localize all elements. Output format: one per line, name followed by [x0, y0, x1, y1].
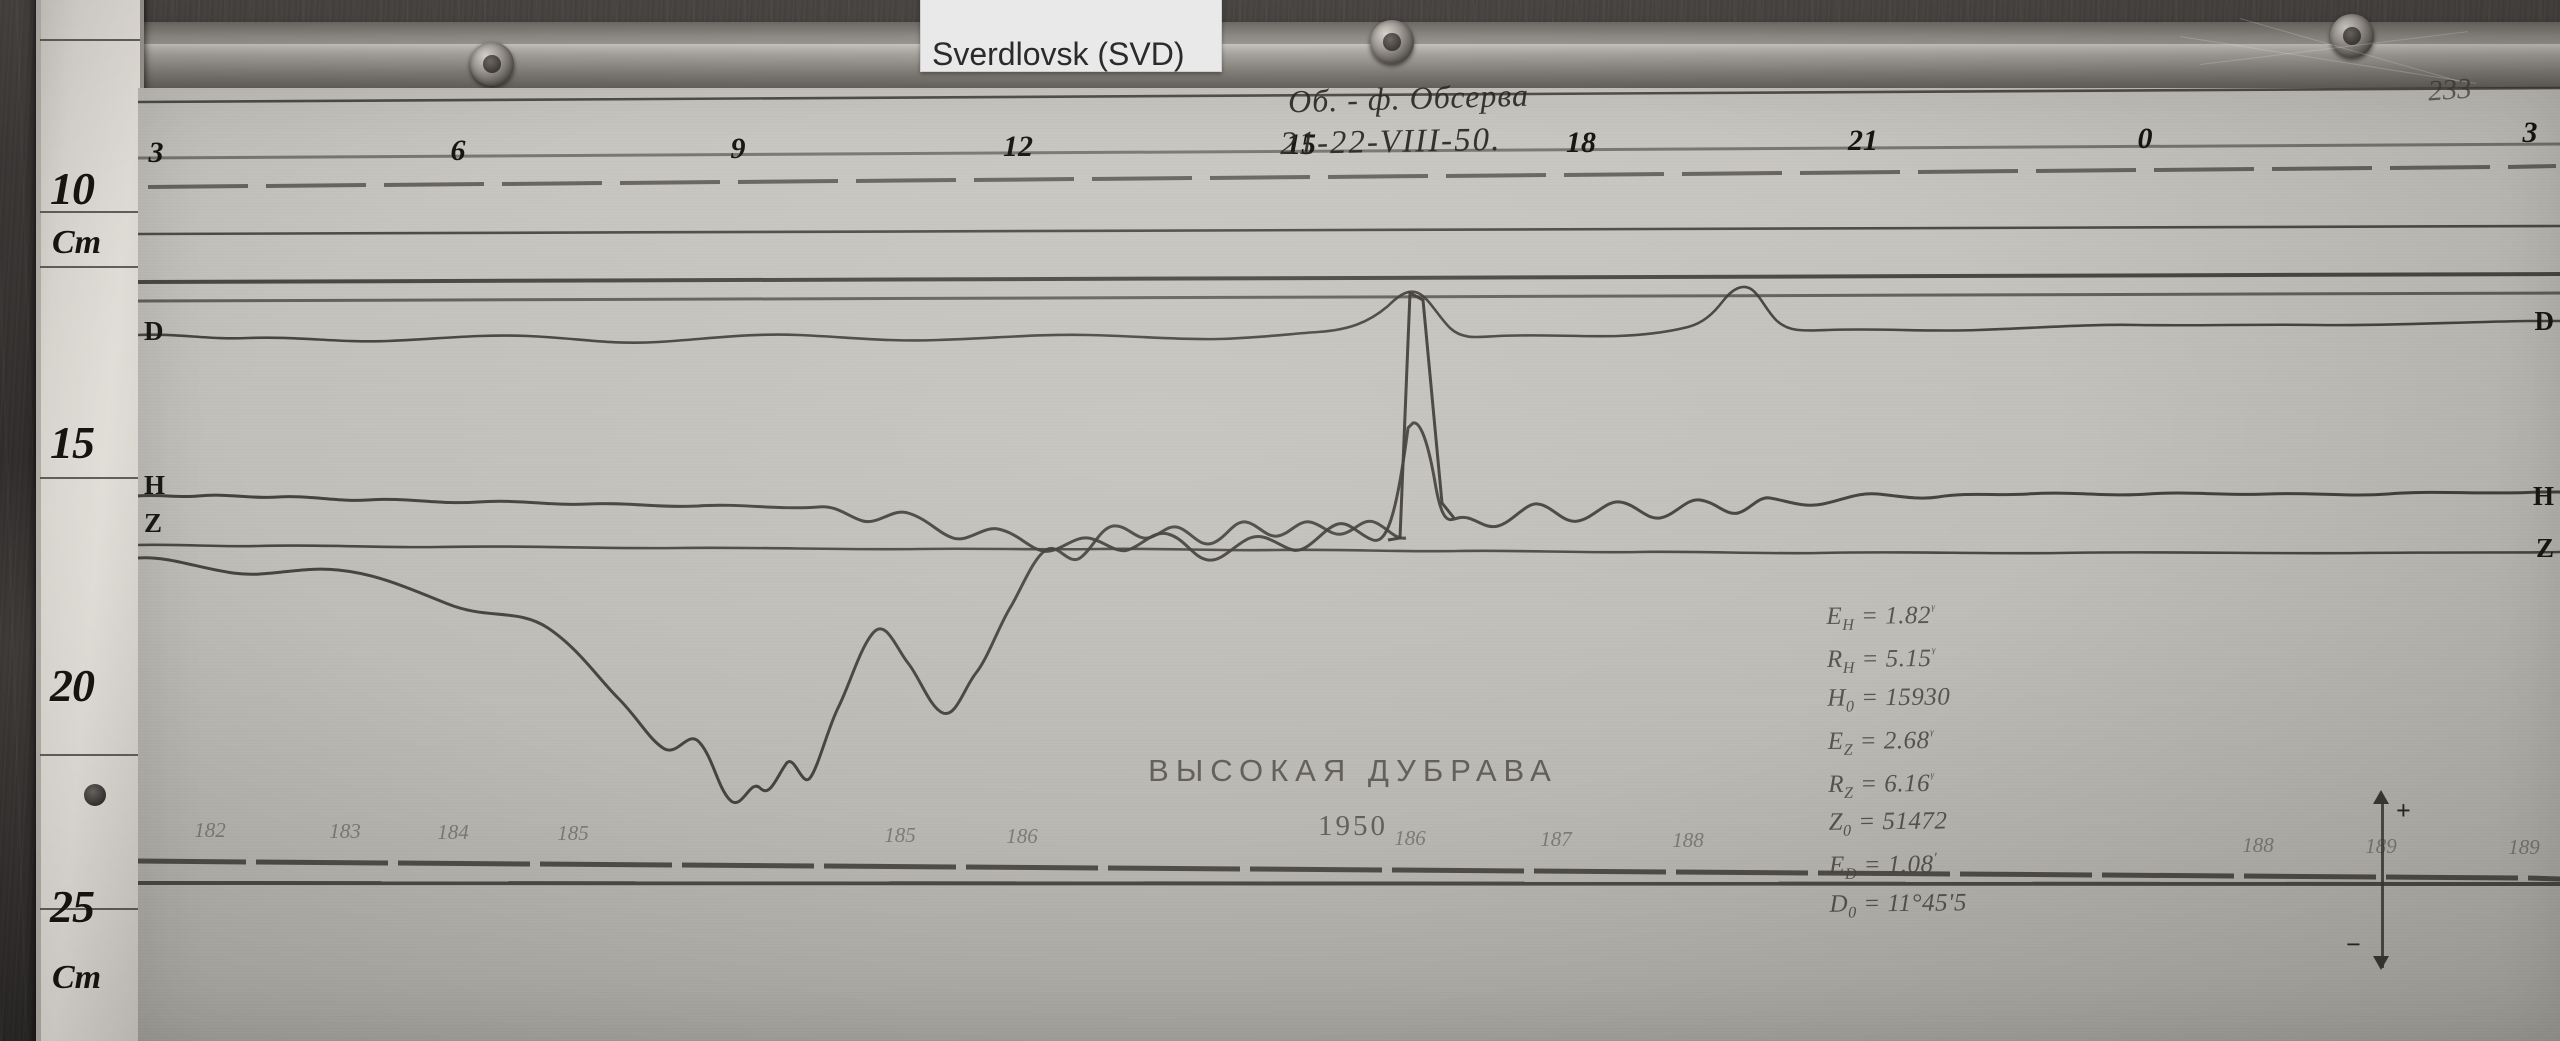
- station-title: ВЫСОКАЯ ДУБРАВА: [1148, 753, 1558, 789]
- screw-icon: [2330, 14, 2374, 58]
- ruler-tick: [40, 39, 140, 41]
- measuring-ruler: 5 10 Cm 15 20 25 Cm: [36, 0, 144, 1041]
- metal-glass-bar: [120, 22, 2560, 94]
- ruler-tick: [40, 908, 140, 910]
- ruler-hole-icon: [84, 784, 106, 806]
- trace-H: [138, 88, 2560, 1041]
- trace-start-label-H: H: [144, 470, 165, 501]
- scale-label: 184: [437, 820, 469, 845]
- chart-frame-lines: [138, 88, 2560, 1041]
- ruler-tick: [40, 266, 140, 268]
- hour-label-21: 21: [1848, 124, 1878, 158]
- screw-icon: [470, 42, 514, 86]
- scale-label: 186: [1006, 824, 1038, 849]
- trace-end-label-H: H: [2533, 481, 2554, 512]
- trace-start-label-D: D: [144, 316, 164, 347]
- trace-start-label-Z: Z: [144, 508, 162, 539]
- scale-label: 187: [1540, 827, 1572, 852]
- hour-label-3-end: 3: [2523, 116, 2538, 150]
- trace-H-disturbance: [138, 88, 2560, 1041]
- magnetogram-chart-sheet: 3 6 9 12 15 18 21 0 3 182 183 184 185 18…: [137, 73, 2560, 1041]
- ruler-left-edge: [36, 0, 41, 1041]
- polarity-plus-label: +: [2396, 796, 2411, 826]
- scale-label: 189: [2508, 835, 2540, 860]
- scale-label: 188: [1672, 828, 1704, 853]
- hour-label-9: 9: [731, 132, 746, 166]
- scale-label: 182: [194, 818, 226, 843]
- polarity-minus-label: −: [2346, 930, 2361, 960]
- hour-label-15: 15: [1286, 128, 1316, 162]
- bottom-tick-row: [137, 858, 2560, 882]
- scale-label: 186: [1394, 826, 1426, 851]
- bar-highlight: [120, 43, 2560, 54]
- ruler-mark-20: 20: [50, 659, 95, 712]
- ruler-mark-10: 10: [50, 162, 95, 215]
- trace-end-label-D: D: [2535, 306, 2555, 337]
- ruler-mark-15: 15: [50, 416, 95, 469]
- scale-label: 183: [329, 819, 361, 844]
- ruler-mark-5: 5: [50, 0, 73, 7]
- ruler-mark-25: 25: [50, 880, 95, 933]
- scale-label: 185: [884, 823, 916, 848]
- station-overlay-label: Sverdlovsk (SVD): [932, 36, 1185, 72]
- scale-label: 185: [557, 821, 589, 846]
- hour-label-3: 3: [149, 136, 164, 170]
- trace-end-label-Z: Z: [2536, 533, 2554, 564]
- ruler-tick: [40, 754, 140, 756]
- screw-icon: [1370, 20, 1414, 64]
- trace-D: [138, 88, 2560, 1041]
- scale-label: 188: [2242, 833, 2274, 858]
- ruler-unit-bottom: Cm: [52, 959, 101, 997]
- polarity-axis-line: [2381, 800, 2384, 968]
- polarity-up-arrow-icon: [2373, 790, 2389, 804]
- ruler-unit-top: Cm: [52, 224, 101, 262]
- ruler-tick: [40, 477, 140, 479]
- hour-label-6: 6: [451, 134, 466, 168]
- station-overlay-box: [920, 0, 1222, 72]
- hour-label-0: 0: [2138, 122, 2153, 156]
- ruler-tick: [40, 211, 140, 213]
- hour-label-18: 18: [1566, 126, 1596, 160]
- trace-Z: [138, 88, 2560, 1041]
- hour-label-12: 12: [1003, 130, 1033, 164]
- polarity-down-arrow-icon: [2373, 956, 2389, 970]
- hour-tick-row: [147, 164, 2557, 189]
- station-year: 1950: [1318, 810, 1388, 843]
